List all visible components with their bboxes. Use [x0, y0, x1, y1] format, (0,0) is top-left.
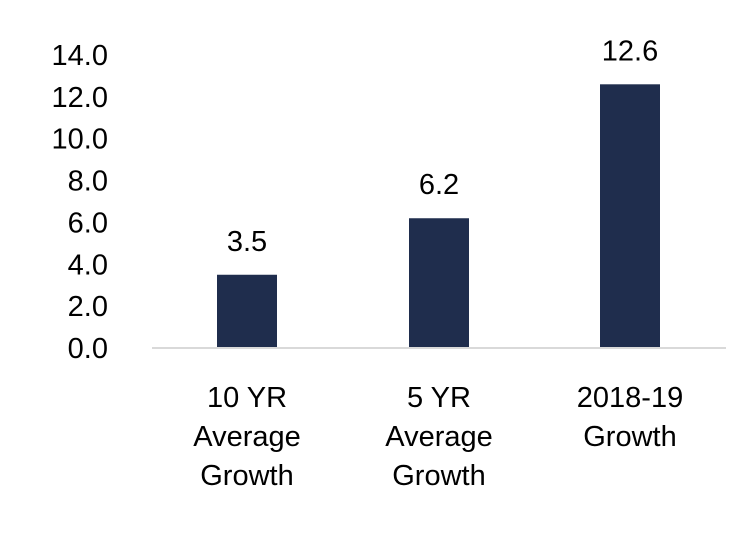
y-tick-label: 10.0	[52, 124, 108, 156]
y-tick-label: 8.0	[68, 166, 108, 198]
bar-value-label: 3.5	[227, 226, 267, 258]
x-category-label: 10 YR Average Growth	[193, 382, 301, 492]
bar-value-label: 6.2	[419, 169, 459, 201]
y-tick-label: 6.0	[68, 207, 108, 239]
x-category-label-line: 10 YR	[207, 382, 287, 414]
x-category-label-line: Average	[385, 421, 493, 453]
y-tick-label: 2.0	[68, 291, 108, 323]
bar	[217, 274, 277, 348]
x-category-label-line: Growth	[583, 421, 676, 453]
x-category-label-line: Average	[193, 421, 301, 453]
y-tick-label: 12.0	[52, 82, 108, 114]
bar-value-label: 12.6	[602, 35, 658, 67]
bar	[409, 218, 469, 348]
y-tick-label: 14.0	[52, 40, 108, 72]
x-category-label-line: 2018-19	[577, 382, 683, 414]
bar	[600, 84, 660, 349]
bar-series	[217, 84, 660, 349]
y-tick-label: 4.0	[68, 249, 108, 281]
y-tick-label: 0.0	[68, 333, 108, 365]
x-category-label-line: 5 YR	[407, 382, 471, 414]
data-labels: 3.5 6.2 12.6	[227, 35, 658, 257]
x-category-label: 2018-19 Growth	[577, 382, 683, 453]
x-category-label-line: Growth	[392, 460, 485, 492]
y-axis-ticks: 0.0 2.0 4.0 6.0 8.0 10.0 12.0 14.0	[52, 40, 108, 365]
x-category-label-line: Growth	[200, 460, 293, 492]
x-category-label: 5 YR Average Growth	[385, 382, 493, 492]
